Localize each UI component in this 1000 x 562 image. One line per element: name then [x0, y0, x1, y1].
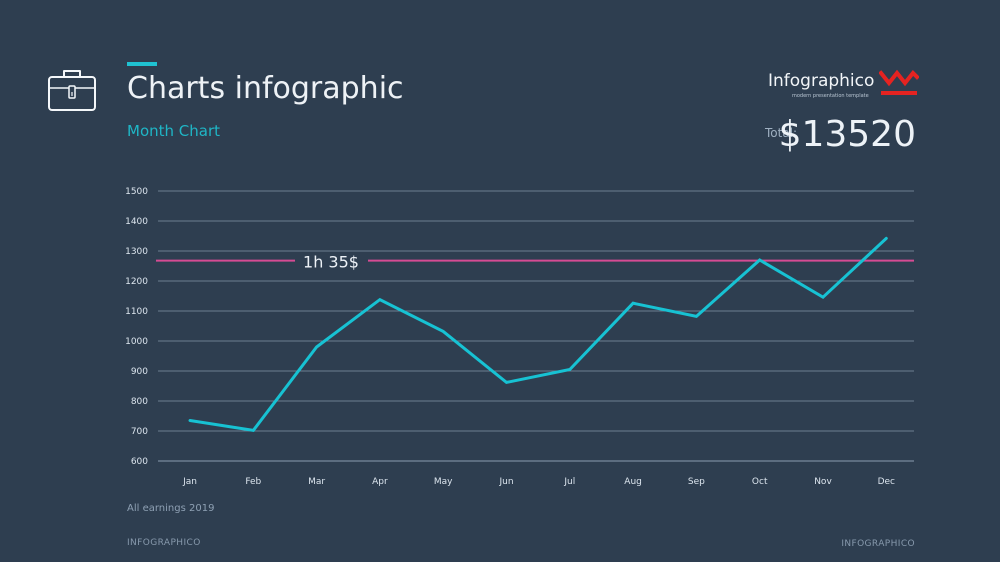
brand-tagline: modern presentation template: [792, 93, 869, 99]
total-value: $13520: [778, 114, 916, 155]
x-tick-label: Nov: [814, 477, 832, 487]
x-tick-label: Feb: [245, 477, 261, 487]
footer-left-brand: INFOGRAPHICO: [127, 538, 201, 548]
data-point: [252, 429, 255, 432]
data-point: [188, 419, 191, 422]
brand: Infographico modern presentation templat…: [768, 70, 874, 104]
reference-line-label: 1h 35$: [303, 253, 359, 272]
x-tick-label: Oct: [752, 477, 768, 487]
x-tick-label: Jan: [182, 477, 197, 487]
briefcase-icon: [48, 70, 96, 111]
data-point: [505, 381, 508, 384]
page-title: Charts infographic: [127, 71, 404, 106]
y-tick-label: 900: [131, 367, 148, 377]
data-point: [568, 368, 571, 371]
y-tick-label: 600: [131, 457, 148, 467]
x-tick-label: Dec: [878, 477, 895, 487]
earnings-line: [188, 236, 888, 433]
y-tick-label: 1100: [125, 307, 148, 317]
data-point: [315, 345, 318, 348]
data-point: [378, 298, 381, 301]
brand-name: Infographico: [768, 71, 875, 91]
data-point: [758, 258, 761, 261]
y-tick-label: 800: [131, 397, 148, 407]
y-tick-label: 700: [131, 427, 148, 437]
data-point: [442, 330, 445, 333]
chart-subtitle: Month Chart: [127, 122, 221, 140]
brand-logo-icon: [879, 69, 919, 95]
data-point: [821, 296, 824, 299]
x-tick-label: Sep: [688, 477, 705, 487]
x-tick-label: Aug: [624, 477, 642, 487]
x-tick-label: Jun: [498, 477, 513, 487]
title-accent-bar: [127, 62, 157, 66]
y-tick-label: 1400: [125, 217, 148, 227]
y-tick-label: 1500: [125, 187, 148, 197]
x-tick-label: Apr: [372, 477, 388, 487]
data-point: [885, 237, 888, 240]
x-tick-label: May: [434, 477, 453, 487]
y-tick-label: 1200: [125, 277, 148, 287]
chart-caption: All earnings 2019: [127, 503, 215, 514]
footer-right-brand: INFOGRAPHICO: [841, 539, 915, 549]
y-tick-label: 1000: [125, 337, 148, 347]
x-tick-label: Jul: [563, 477, 575, 487]
x-tick-label: Mar: [308, 477, 325, 487]
total-label: Total:: [765, 126, 798, 140]
data-point: [695, 315, 698, 318]
data-point: [632, 302, 635, 305]
y-tick-label: 1300: [125, 247, 148, 257]
